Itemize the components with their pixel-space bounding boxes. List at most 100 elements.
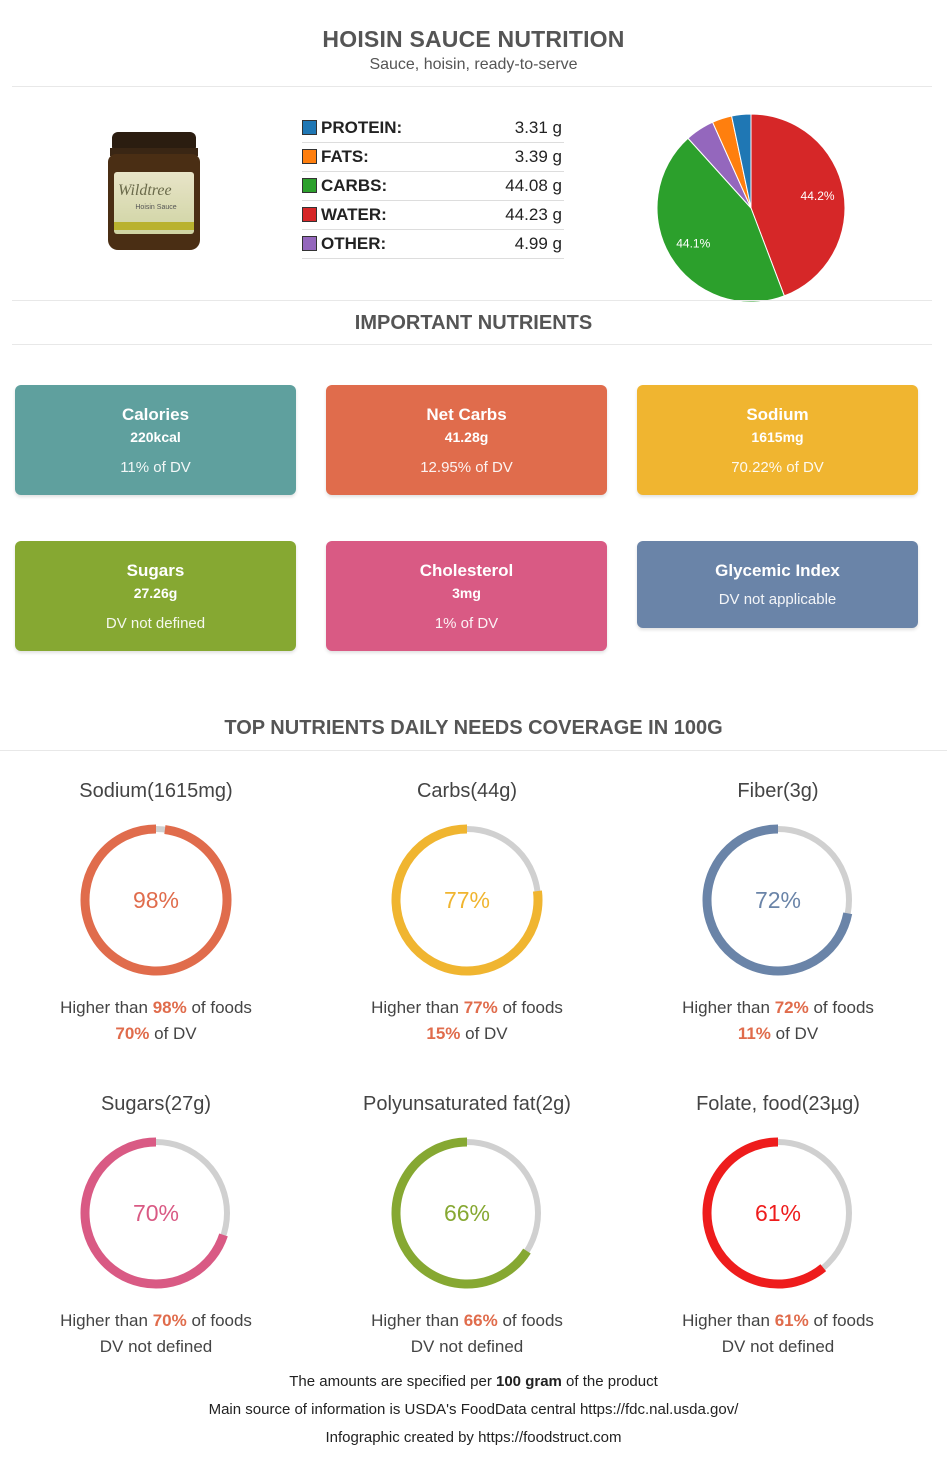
gauge-ring: 72% [702, 824, 853, 976]
gauge-arc [80, 824, 232, 976]
card-net-carbs: Net Carbs 41.28g 12.95% of DV [326, 385, 607, 495]
divider [0, 750, 947, 751]
carbs-swatch [302, 178, 317, 193]
gauge-dv-text: 70% of DV [115, 1024, 197, 1043]
gauge-higher-text: Higher than 72% of foods [682, 998, 874, 1017]
important-nutrients-title: IMPORTANT NUTRIENTS [354, 312, 593, 334]
card-name: Sodium [746, 405, 809, 424]
product-jar-image: Wildtree Hoisin Sauce [108, 132, 200, 252]
gauge-ring: 61% [702, 1137, 852, 1289]
gauge-ring: 98% [80, 824, 232, 976]
macro-row: CARBS: 44.08 g [302, 172, 564, 201]
other-swatch [302, 236, 317, 251]
gauge-percent: 61% [755, 1200, 801, 1226]
gauge-ring: 70% [80, 1137, 230, 1289]
macro-label: WATER: [321, 205, 387, 224]
pie-slice-carbs [656, 137, 785, 303]
gauge-carbs: Carbs(44g) 77% Higher than 77% of foods … [317, 780, 617, 1044]
card-value: 41.28g [444, 429, 489, 445]
page-subtitle: Sauce, hoisin, ready-to-serve [369, 56, 578, 73]
gauge-fiber: Fiber(3g) 72% Higher than 72% of foods 1… [628, 780, 928, 1044]
footer-amount-note: The amounts are specified per 100 gram o… [289, 1373, 658, 1390]
gauge-name: Fiber(3g) [737, 780, 819, 802]
macro-row: FATS: 3.39 g [302, 143, 564, 172]
jar-brand: Wildtree [118, 182, 172, 199]
gauge-dv-text: DV not defined [410, 1337, 524, 1356]
coverage-title: TOP NUTRIENTS DAILY NEEDS COVERAGE IN 10… [224, 717, 723, 739]
divider [12, 86, 932, 87]
macro-label: OTHER: [321, 234, 387, 253]
gauge-higher-text: Higher than 61% of foods [682, 1311, 874, 1330]
gauge-name: Sugars(27g) [100, 1093, 212, 1115]
divider [12, 300, 932, 301]
card-value: 27.26g [133, 585, 178, 601]
macro-label: CARBS: [321, 176, 388, 195]
card-name: Calories [121, 405, 190, 424]
card-name: Sugars [126, 561, 185, 580]
gauge-percent: 72% [755, 887, 801, 913]
pie-slice-protein [730, 113, 752, 209]
pie-slice-water [750, 113, 846, 297]
gauge-arc [391, 824, 543, 976]
gauge-higher-text: Higher than 70% of foods [60, 1311, 252, 1330]
pie-label-water: 44.2% [801, 189, 835, 203]
gauge-ring: 66% [391, 1137, 541, 1289]
gauge-higher-text: Higher than 98% of foods [60, 998, 252, 1017]
card-sugars: Sugars 27.26g DV not defined [15, 541, 296, 651]
macro-label: FATS: [321, 147, 369, 166]
footer-source: Main source of information is USDA's Foo… [208, 1401, 739, 1418]
macro-table: PROTEIN: 3.31 g FATS: 3.39 g CARBS: 44.0… [302, 114, 564, 259]
macro-value: 3.39 g [514, 147, 562, 166]
macro-row: OTHER: 4.99 g [302, 230, 564, 259]
gauge-dv-text: DV not defined [721, 1337, 835, 1356]
card-dv: DV not applicable [718, 591, 837, 608]
gauge-dv-text: 11% of DV [737, 1024, 819, 1043]
macro-value: 4.99 g [514, 234, 562, 253]
card-name: Net Carbs [426, 405, 507, 424]
gauge-name: Polyunsaturated fat(2g) [363, 1093, 571, 1115]
card-dv: 1% of DV [434, 615, 499, 632]
fats-swatch [302, 149, 317, 164]
gauge-name: Carbs(44g) [416, 780, 518, 802]
card-glycemic-index: Glycemic Index DV not applicable [637, 541, 918, 628]
gauge-name: Folate, food(23µg) [696, 1093, 860, 1115]
gauge-higher-text: Higher than 66% of foods [371, 1311, 563, 1330]
card-dv: DV not defined [105, 615, 206, 632]
macro-pie-chart: 44.2% 44.1% [656, 113, 846, 303]
card-value: 220kcal [130, 429, 181, 445]
water-swatch [302, 207, 317, 222]
card-cholesterol: Cholesterol 3mg 1% of DV [326, 541, 607, 651]
card-dv: 70.22% of DV [731, 459, 824, 476]
page-title: HOISIN SAUCE NUTRITION [322, 26, 625, 52]
gauge-percent: 77% [444, 887, 490, 913]
macro-value: 3.31 g [514, 118, 562, 137]
macro-row: WATER: 44.23 g [302, 201, 564, 230]
card-dv: 12.95% of DV [420, 459, 513, 476]
pie-label-carbs: 44.1% [676, 236, 710, 250]
macro-value: 44.23 g [505, 205, 562, 224]
gauge-arc [702, 824, 853, 976]
card-dv: 11% of DV [120, 459, 191, 476]
macro-row: PROTEIN: 3.31 g [302, 114, 564, 143]
gauge-arc [391, 1137, 531, 1289]
gauge-name: Sodium(1615mg) [79, 780, 233, 802]
gauge-sugars: Sugars(27g) 70% Higher than 70% of foods… [6, 1093, 306, 1357]
macro-value: 44.08 g [505, 176, 562, 195]
gauge-ring: 77% [391, 824, 543, 976]
card-name: Cholesterol [419, 561, 514, 580]
gauge-dv-text: 15% of DV [426, 1024, 508, 1043]
gauge-polyunsaturated-fat: Polyunsaturated fat(2g) 66% Higher than … [317, 1093, 617, 1357]
card-value: 3mg [452, 585, 481, 601]
card-calories: Calories 220kcal 11% of DV [15, 385, 296, 495]
footer-credit: Infographic created by https://foodstruc… [325, 1429, 622, 1446]
gauge-arc [702, 1137, 827, 1289]
gauge-percent: 66% [444, 1200, 490, 1226]
gauge-arc [80, 1137, 228, 1289]
card-sodium: Sodium 1615mg 70.22% of DV [637, 385, 918, 495]
gauge-dv-text: DV not defined [99, 1337, 213, 1356]
jar-product: Hoisin Sauce [135, 204, 177, 211]
card-value: 1615mg [751, 429, 804, 445]
macro-label: PROTEIN: [321, 118, 403, 137]
gauge-folate: Folate, food(23µg) 61% Higher than 61% o… [628, 1093, 928, 1357]
gauge-percent: 70% [133, 1200, 179, 1226]
